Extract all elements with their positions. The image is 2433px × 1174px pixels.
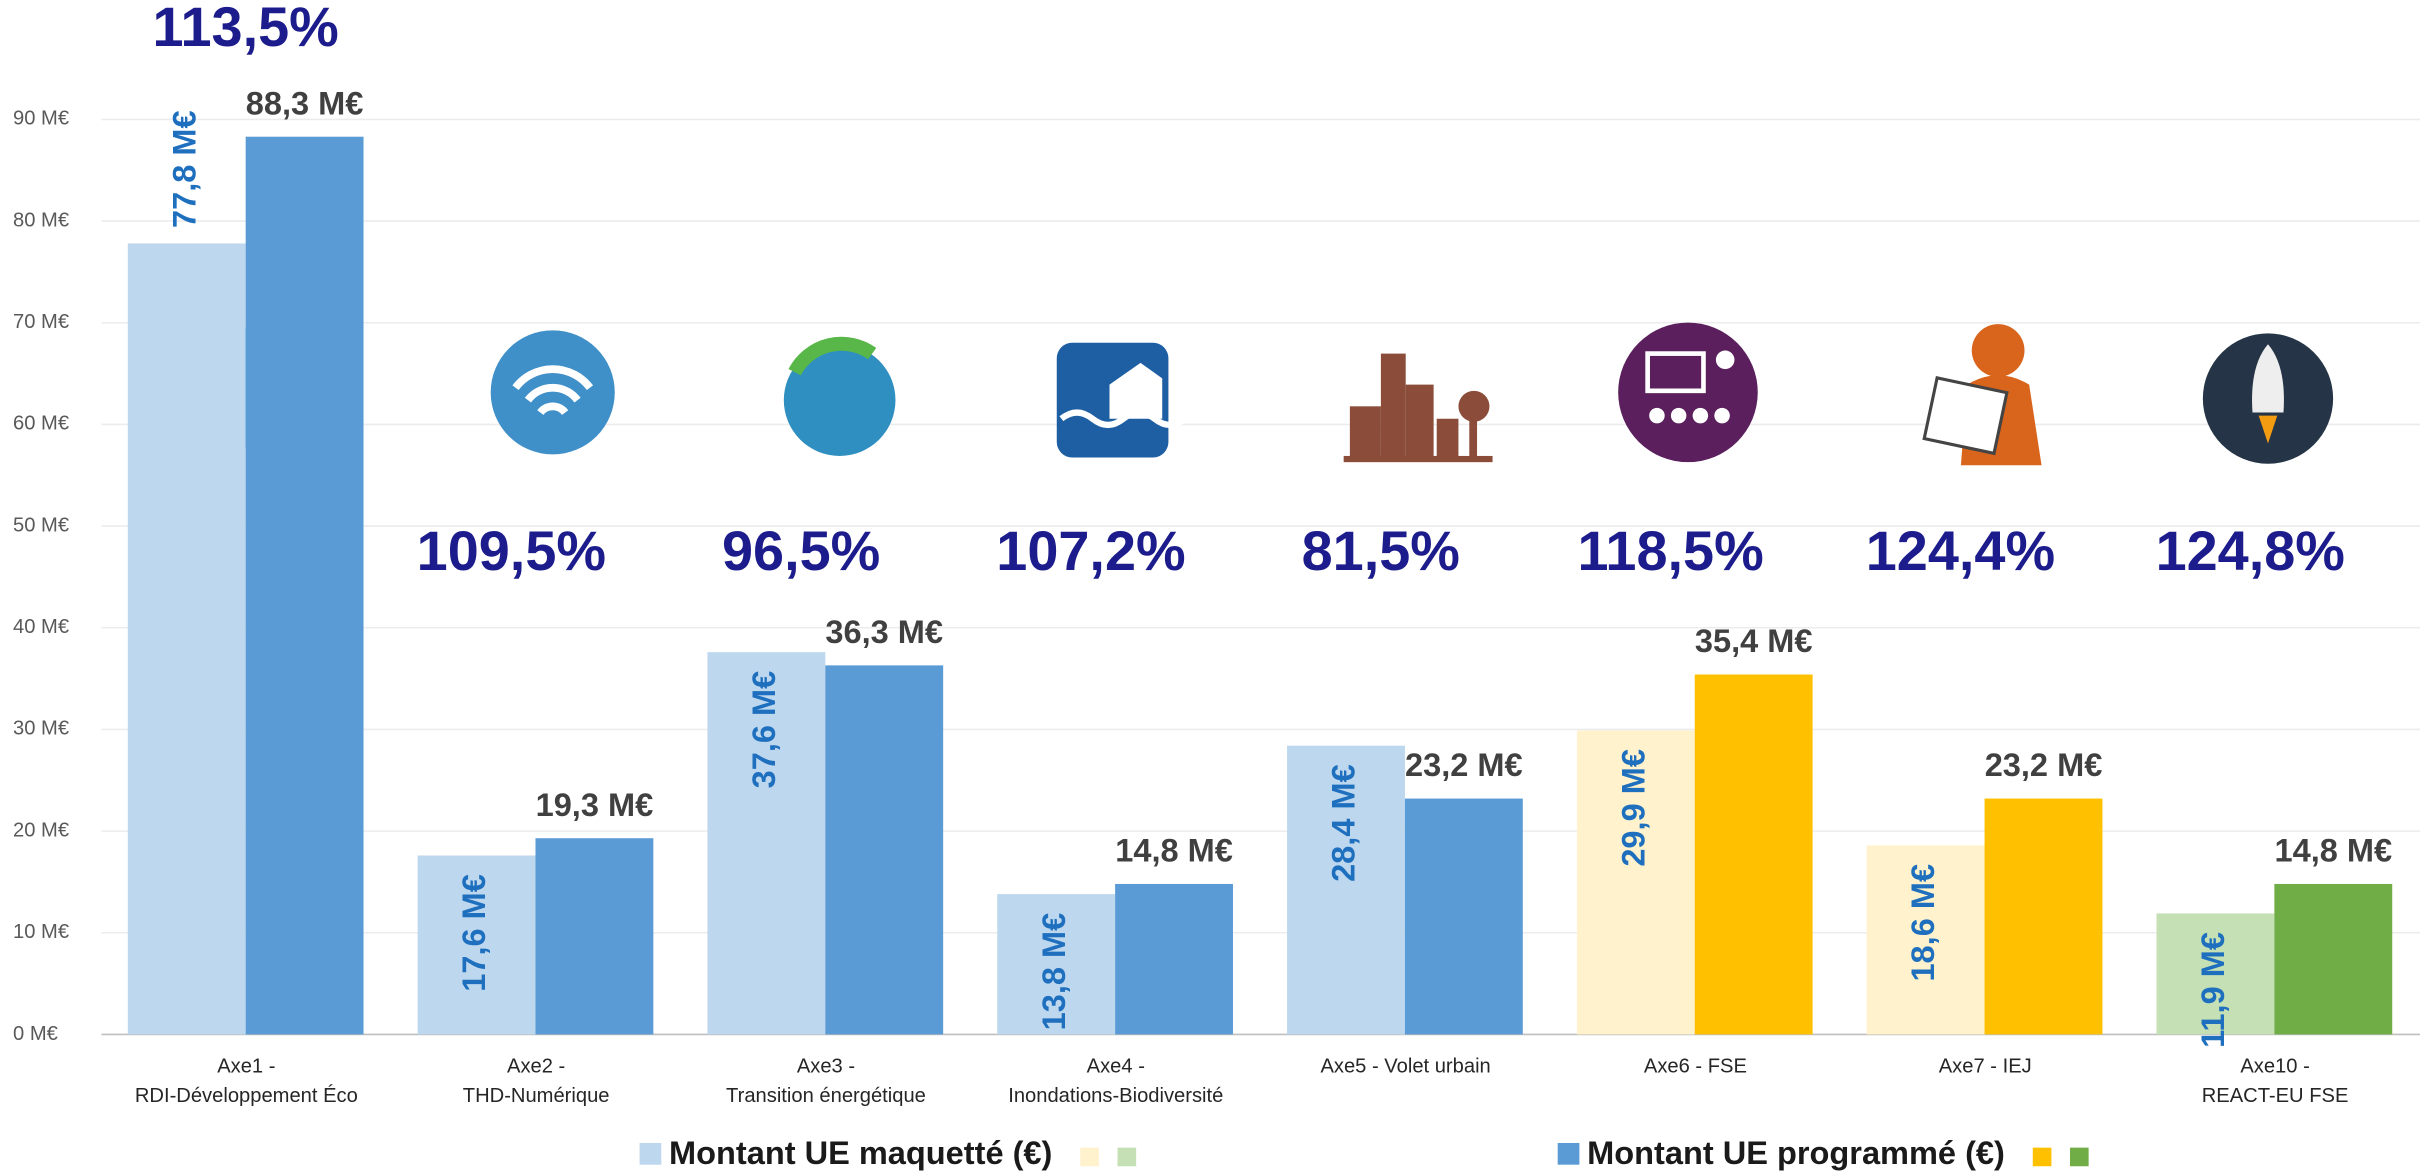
data-label: 17,6 M€ [456, 874, 492, 992]
icon [1971, 324, 2025, 377]
icon [1649, 350, 1735, 424]
ratio-label: 96,5% [722, 519, 880, 582]
icon [512, 365, 594, 416]
bar [2156, 913, 2275, 1035]
data-label: 37,6 M€ [746, 671, 782, 789]
ratio-label: 118,5% [1577, 519, 1763, 582]
bar [1694, 674, 1813, 1035]
ratio-label: 81,5% [1302, 519, 1460, 582]
data-label: 11,9 M€ [2195, 932, 2231, 1048]
x-tick-label: Inondations-Biodiversité [1008, 1085, 1223, 1107]
bar [1404, 798, 1523, 1035]
data-label: 35,4 M€ [1695, 623, 1813, 659]
x-tick-label: Axe5 - Volet urbain [1320, 1055, 1490, 1077]
bar [825, 665, 944, 1035]
data-label: 19,3 M€ [536, 787, 654, 823]
data-label: 18,6 M€ [1905, 864, 1941, 982]
icon [788, 336, 877, 376]
legend-swatch [1080, 1147, 1099, 1167]
icon [1645, 351, 1706, 394]
bar [1287, 745, 1405, 1035]
legend-label: Montant UE programmé (€) [1587, 1135, 2005, 1171]
data-label: 28,4 M€ [1326, 764, 1362, 882]
icon [490, 330, 615, 455]
data-label: 23,2 M€ [1405, 747, 1523, 783]
y-tick-label: 30 M€ [13, 718, 69, 740]
data-label: 14,8 M€ [2275, 833, 2393, 869]
icon [1059, 409, 1188, 429]
data-label: 36,3 M€ [825, 614, 943, 650]
ratio-label: 109,5% [417, 519, 606, 582]
bar [1984, 798, 2103, 1035]
x-tick-label: Axe3 - [797, 1055, 855, 1077]
data-label: 23,2 M€ [1985, 747, 2103, 783]
bar [2274, 883, 2393, 1035]
legend-label: Montant UE maquetté (€) [669, 1135, 1052, 1171]
bar [1866, 845, 1985, 1035]
data-label: 88,3 M€ [246, 85, 364, 121]
y-tick-label: 60 M€ [13, 413, 69, 435]
data-label: 14,8 M€ [1115, 833, 1233, 869]
icon [2252, 344, 2284, 413]
x-tick-label: Axe6 - FSE [1644, 1055, 1747, 1077]
x-tick-label: RDI-Développement Éco [135, 1084, 358, 1107]
icon [1922, 376, 2009, 456]
data-label: 13,8 M€ [1036, 913, 1072, 1031]
icons [203, 322, 2334, 466]
x-tick-label: REACT-EU FSE [2202, 1085, 2349, 1107]
x-tick-label: Axe7 - IEJ [1939, 1055, 2032, 1077]
x-tick-label: THD-Numérique [463, 1085, 610, 1107]
ratio-label: 113,5% [153, 0, 339, 58]
icon [1109, 362, 1163, 419]
bar [245, 136, 364, 1035]
ratio-label: 107,2% [996, 519, 1185, 582]
ratio-label: 124,8% [2156, 519, 2345, 582]
y-tick-label: 20 M€ [13, 819, 69, 841]
data-label: 77,8 M€ [166, 110, 202, 228]
icon [2258, 415, 2278, 444]
icon [1343, 353, 1493, 463]
x-tick-label: Axe2 - [507, 1055, 565, 1077]
y-tick-label: 80 M€ [13, 209, 69, 231]
x-tick-label: Axe4 - [1087, 1055, 1145, 1077]
legend-swatch [2070, 1147, 2089, 1167]
bar [997, 894, 1116, 1035]
x-tick-label: Transition énergétique [726, 1085, 926, 1107]
bar [1576, 730, 1695, 1035]
icon [783, 344, 896, 456]
legend-swatch [1117, 1147, 1137, 1167]
bar [127, 243, 246, 1035]
y-tick-label: 50 M€ [13, 514, 69, 536]
y-tick-label: 10 M€ [13, 921, 69, 943]
data-label: 29,9 M€ [1615, 749, 1651, 867]
x-tick-label: Axe1 - [217, 1055, 275, 1077]
legend-swatch [2032, 1147, 2052, 1167]
bar [417, 855, 536, 1035]
y-tick-label: 0 M€ [13, 1023, 58, 1045]
y-tick-label: 40 M€ [13, 616, 69, 638]
x-tick-label: Axe10 - [2240, 1055, 2309, 1077]
y-tick-label: 90 M€ [13, 108, 69, 130]
bar [707, 652, 826, 1035]
legend-swatch [639, 1142, 662, 1165]
bar [1115, 883, 1233, 1035]
ratio-label: 124,4% [1866, 519, 2055, 582]
bar [535, 838, 654, 1035]
y-tick-label: 70 M€ [13, 311, 69, 333]
legend-swatch [1557, 1142, 1580, 1165]
